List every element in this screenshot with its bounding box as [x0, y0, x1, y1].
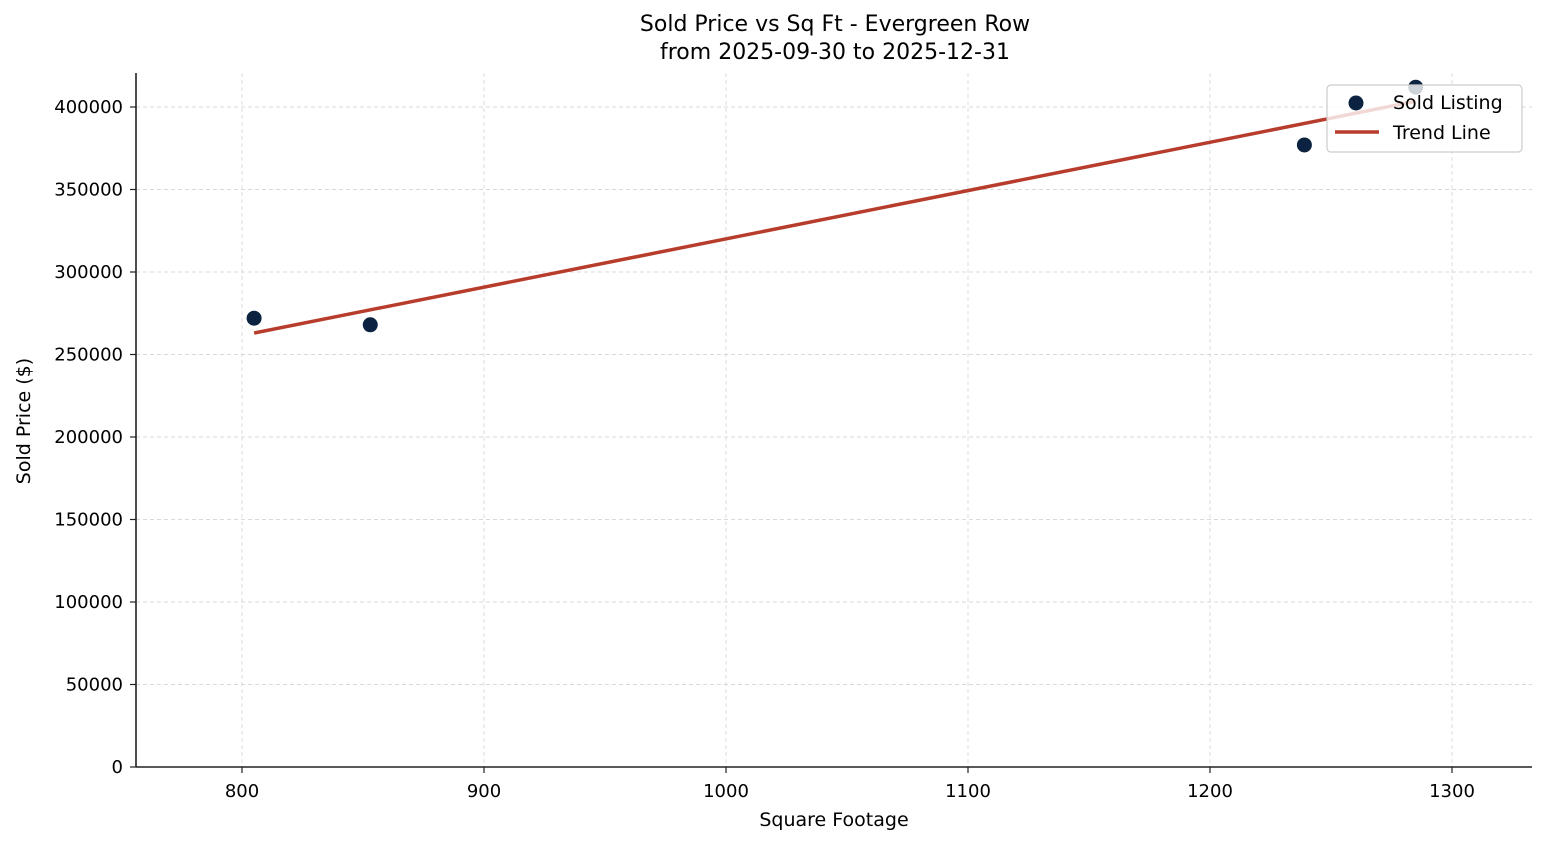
- x-axis-label: Square Footage: [759, 809, 908, 831]
- legend-label-sold-listing: Sold Listing: [1393, 92, 1503, 114]
- chart-subtitle-text: from 2025-09-30 to 2025-12-31: [660, 40, 1010, 65]
- legend-box: [1326, 84, 1523, 153]
- chart-title: Sold Price vs Sq Ft - Evergreen Row: [0, 12, 1547, 37]
- y-tick-label: 100000: [54, 592, 123, 613]
- y-tick-label: 0: [112, 757, 123, 778]
- legend: Sold Listing Trend Line: [1326, 84, 1523, 153]
- y-tick-label: 350000: [54, 180, 123, 201]
- trend-line-path: [253, 99, 1417, 335]
- x-tick-label: 1300: [1429, 781, 1475, 802]
- data-point: [1296, 137, 1312, 153]
- y-tick-label: 200000: [54, 427, 123, 448]
- y-axis-ticks: 0 50000 100000 150000 200000 250000 300000 3500…: [54, 97, 136, 778]
- y-tick-label: 250000: [54, 345, 123, 366]
- legend-label-trend-line: Trend Line: [1392, 122, 1491, 144]
- chart-title-text: Sold Price vs Sq Ft - Evergreen Row: [639, 12, 1031, 37]
- data-point: [246, 310, 262, 326]
- x-tick-label: 800: [225, 781, 259, 802]
- chart-subtitle: from 2025-09-30 to 2025-12-31: [0, 40, 1547, 65]
- x-tick-label: 900: [467, 781, 501, 802]
- data-point: [362, 317, 378, 333]
- scatter-points: [246, 79, 1424, 333]
- y-tick-label: 50000: [66, 675, 123, 696]
- y-tick-label: 300000: [54, 262, 123, 283]
- grid-lines: [136, 73, 1532, 767]
- x-axis-ticks: 800 900 1000 1100 1200 1300: [225, 767, 1475, 802]
- x-tick-label: 1200: [1187, 781, 1233, 802]
- axes: [135, 73, 1532, 768]
- x-tick-label: 1100: [945, 781, 991, 802]
- y-axis-label: Sold Price ($): [13, 358, 35, 484]
- x-tick-label: 1000: [703, 781, 749, 802]
- y-tick-label: 150000: [54, 510, 123, 531]
- trend-line: [253, 99, 1417, 335]
- legend-marker-icon: [1348, 95, 1364, 111]
- y-tick-label: 400000: [54, 97, 123, 118]
